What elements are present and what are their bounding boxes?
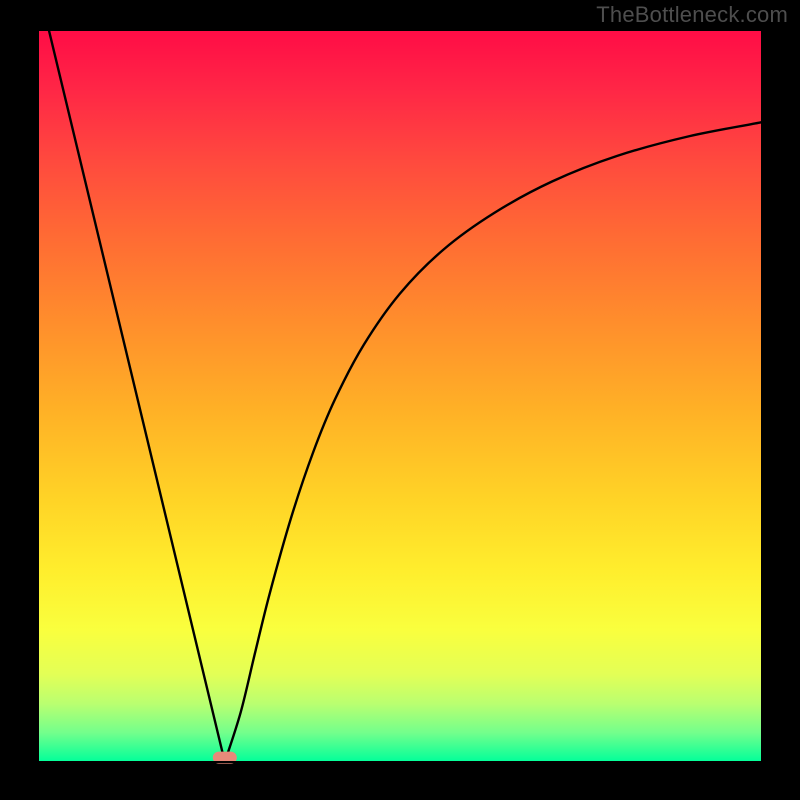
bottleneck-curve-chart <box>0 0 800 800</box>
watermark-text: TheBottleneck.com <box>596 2 788 28</box>
plot-background-gradient <box>38 30 762 762</box>
chart-container: TheBottleneck.com <box>0 0 800 800</box>
